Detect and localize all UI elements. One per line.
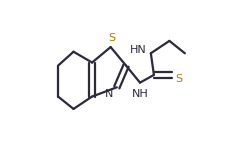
Text: NH: NH [132, 89, 148, 99]
Text: N: N [105, 89, 114, 99]
Text: S: S [176, 74, 183, 84]
Text: S: S [109, 33, 116, 43]
Text: HN: HN [129, 45, 146, 55]
